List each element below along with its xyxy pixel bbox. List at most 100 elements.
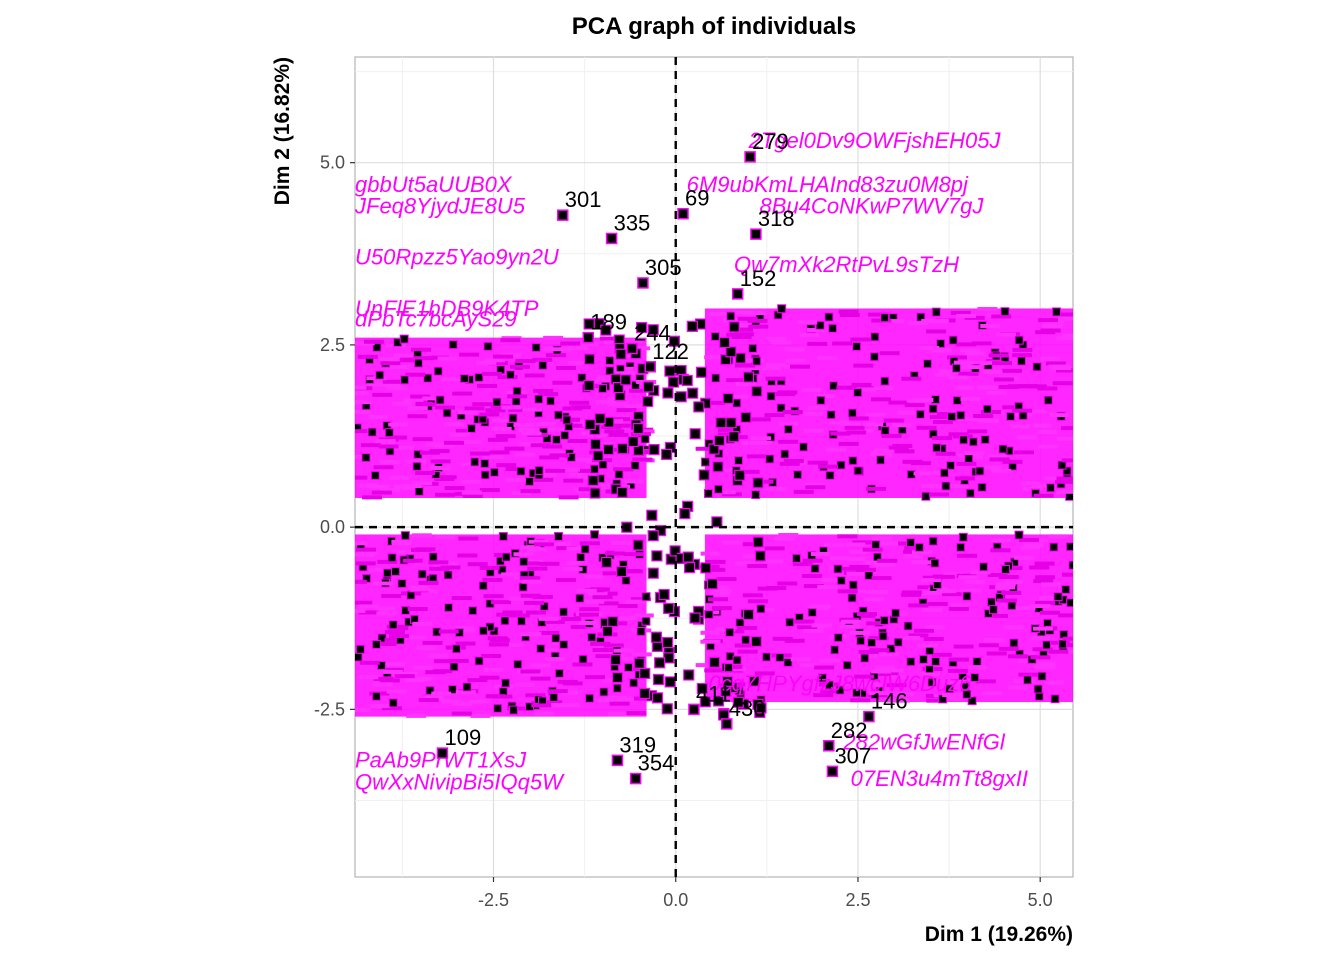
- cloud-text-blur: [382, 379, 403, 384]
- cloud-point: [891, 608, 901, 618]
- cloud-text-blur: [493, 354, 514, 359]
- cloud-text-blur: [852, 540, 873, 545]
- cloud-text-blur: [700, 639, 721, 644]
- cloud-text-blur: [355, 552, 375, 557]
- cloud-text-blur: [519, 561, 540, 566]
- cloud-point: [1014, 530, 1024, 540]
- cloud-text-blur: [839, 624, 860, 629]
- cloud-point: [682, 551, 694, 563]
- cloud-text-blur: [530, 663, 551, 668]
- cloud-text-blur: [733, 332, 754, 337]
- cloud-point: [598, 460, 608, 470]
- cloud-text-blur: [579, 341, 600, 346]
- cloud-text-blur: [886, 683, 907, 688]
- cloud-text-blur: [530, 676, 551, 681]
- cloud-text-blur: [1012, 408, 1033, 413]
- cloud-text-blur: [520, 593, 541, 598]
- cloud-point: [536, 644, 546, 654]
- cloud-text-blur: [624, 479, 645, 484]
- cloud-text-blur: [370, 703, 391, 708]
- cloud-text-blur: [434, 443, 455, 448]
- cloud-point: [741, 635, 751, 645]
- cloud-point: [775, 653, 785, 663]
- cloud-text-blur: [919, 672, 940, 677]
- supplementary-label: U50Rpzz5Yao9yn2U: [355, 245, 559, 270]
- cloud-text-blur: [735, 381, 756, 386]
- cloud-text-blur: [705, 567, 726, 572]
- cloud-text-blur: [523, 600, 544, 605]
- point-label: 244: [634, 321, 671, 346]
- cloud-text-blur: [741, 441, 762, 446]
- supplementary-label: gbbUt5aUUB0X: [355, 172, 513, 197]
- cloud-text-blur: [941, 592, 962, 597]
- cloud-text-blur: [373, 465, 394, 470]
- cloud-text-blur: [358, 610, 379, 615]
- cloud-text-blur: [746, 454, 767, 459]
- cloud-text-blur: [464, 406, 485, 411]
- cloud-point: [853, 466, 863, 476]
- cloud-text-blur: [542, 700, 563, 705]
- cloud-text-blur: [376, 611, 397, 616]
- cloud-text-blur: [790, 364, 811, 369]
- cloud-text-blur: [921, 607, 942, 612]
- cloud-text-blur: [903, 554, 924, 559]
- cloud-point: [664, 365, 676, 377]
- cloud-text-blur: [539, 630, 560, 635]
- cloud-text-blur: [737, 316, 758, 321]
- cloud-point: [1001, 565, 1011, 575]
- cloud-point: [433, 366, 443, 376]
- cloud-text-blur: [559, 467, 580, 472]
- cloud-text-blur: [801, 388, 822, 393]
- cloud-text-blur: [712, 606, 733, 611]
- cloud-text-blur: [485, 408, 506, 413]
- cloud-text-blur: [818, 464, 839, 469]
- cloud-text-blur: [1031, 483, 1052, 488]
- cloud-text-blur: [695, 663, 716, 668]
- cloud-text-blur: [503, 642, 524, 647]
- cloud-text-blur: [448, 658, 469, 663]
- cloud-text-blur: [487, 437, 508, 442]
- cloud-text-blur: [542, 444, 563, 449]
- cloud-point: [871, 540, 881, 550]
- cloud-text-blur: [545, 353, 566, 358]
- cloud-text-blur: [1020, 481, 1041, 486]
- cloud-point: [589, 487, 601, 499]
- cloud-text-blur: [483, 455, 504, 460]
- cloud-point: [620, 374, 632, 386]
- cloud-text-blur: [526, 547, 547, 552]
- cloud-text-blur: [377, 559, 398, 564]
- cloud-text-blur: [457, 410, 478, 415]
- cloud-text-blur: [807, 341, 828, 346]
- cloud-text-blur: [750, 678, 771, 683]
- cloud-text-blur: [695, 446, 716, 451]
- cloud-text-blur: [927, 601, 948, 606]
- cloud-text-blur: [522, 407, 543, 412]
- cloud-point: [1050, 694, 1060, 704]
- cloud-text-blur: [912, 550, 933, 555]
- cloud-text-blur: [375, 439, 396, 444]
- cloud-text-blur: [871, 536, 892, 541]
- cloud-text-blur: [990, 548, 1011, 553]
- cloud-point: [492, 397, 502, 407]
- cloud-text-blur: [970, 570, 991, 575]
- x-tick-label: 5.0: [1028, 890, 1053, 910]
- cloud-point: [414, 487, 424, 497]
- cloud-text-blur: [1062, 636, 1073, 641]
- cloud-text-blur: [747, 318, 768, 323]
- cloud-point: [696, 683, 708, 695]
- cloud-point: [551, 633, 561, 643]
- cloud-text-blur: [531, 703, 552, 708]
- point-label: 189: [590, 310, 627, 335]
- cloud-text-blur: [391, 539, 412, 544]
- cloud-text-blur: [917, 643, 938, 648]
- cloud-point: [1000, 307, 1010, 317]
- cloud-point: [417, 569, 427, 579]
- cloud-point: [478, 581, 488, 591]
- cloud-point: [836, 460, 846, 470]
- cloud-point: [914, 542, 924, 552]
- cloud-point: [615, 565, 628, 578]
- point-label: 411: [696, 681, 731, 706]
- cloud-text-blur: [794, 619, 815, 624]
- cloud-text-blur: [954, 476, 975, 481]
- cloud-text-blur: [544, 657, 565, 662]
